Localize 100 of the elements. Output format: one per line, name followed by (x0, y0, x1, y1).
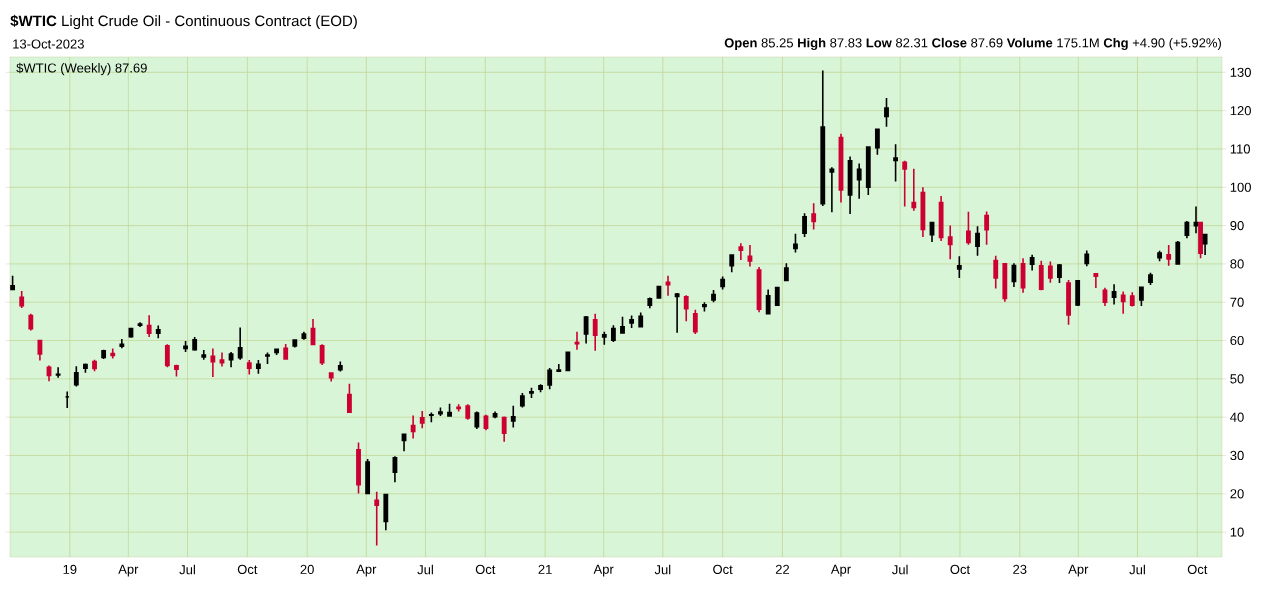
candlestick (529, 386, 534, 399)
x-tick-label: 21 (538, 564, 552, 574)
candlestick (183, 340, 188, 353)
candlestick (1198, 220, 1203, 259)
candlestick (246, 359, 252, 376)
candlestick (73, 365, 79, 388)
candlestick (783, 262, 789, 282)
y-tick-label: 110 (1230, 144, 1250, 154)
candlestick (1120, 290, 1126, 315)
x-tick-label: 20 (300, 564, 314, 574)
candlestick (83, 362, 88, 374)
candlestick (829, 166, 835, 213)
candlestick (419, 410, 425, 430)
candlestick (55, 366, 61, 379)
candlestick (966, 210, 971, 246)
candlestick (383, 493, 389, 531)
candlestick (28, 312, 34, 332)
candlestick (337, 360, 343, 373)
candlestick (146, 314, 152, 338)
x-tick-label: Oct (237, 564, 258, 574)
x-tick-label: Oct (1187, 564, 1208, 574)
candlestick (574, 330, 580, 351)
candlestick (911, 168, 917, 212)
x-tick-label: Apr (1068, 564, 1089, 577)
y-tick-label: 10 (1230, 527, 1244, 537)
candlestick (501, 415, 507, 443)
candlestick (601, 330, 607, 346)
candlestick (1075, 279, 1081, 307)
candlestick (10, 274, 16, 292)
candlestick (1029, 253, 1035, 272)
candlestick (210, 347, 216, 378)
candlestick (410, 414, 416, 440)
candlestick (1175, 240, 1181, 265)
x-tick-label: 22 (775, 564, 790, 574)
chart-title: $WTIC Light Crude Oil - Continuous Contract (EOD) (10, 14, 357, 30)
candlestick (119, 338, 125, 349)
candlestick (137, 321, 143, 328)
x-tick-label: Oct (475, 564, 496, 574)
candlestick (711, 289, 716, 304)
candlestick (1166, 244, 1172, 267)
chart-subtitle: 13-Oct-2023 (13, 39, 84, 49)
candlestick (474, 410, 480, 430)
candlestick (665, 274, 671, 297)
candlestick (92, 358, 97, 372)
y-tick-label: 80 (1230, 259, 1244, 269)
candlestick (610, 324, 616, 343)
candlestick (101, 348, 107, 360)
annotation: $WTIC (Weekly) 87.69 (16, 62, 147, 76)
candlestick (874, 128, 880, 156)
candlestick (884, 97, 889, 128)
candlestick (774, 286, 780, 307)
y-tick-label: 30 (1230, 450, 1244, 461)
candlestick (1047, 260, 1053, 284)
candlestick (856, 162, 862, 200)
x-tick-label: Jul (179, 564, 195, 575)
candlestick (301, 330, 307, 341)
candlestick (365, 458, 371, 495)
candlestick (401, 433, 407, 453)
candlestick (456, 403, 462, 413)
candlestick (510, 404, 516, 429)
x-tick-label: Apr (118, 564, 139, 577)
candlestick (428, 411, 434, 423)
candlestick (893, 143, 899, 183)
candlestick (374, 491, 380, 547)
x-tick-label: Apr (356, 564, 377, 577)
y-tick-label: 70 (1230, 297, 1244, 307)
candlestick (702, 301, 707, 313)
candlestick (1148, 271, 1153, 286)
candlestick (1193, 205, 1199, 235)
candlestick (1038, 260, 1044, 292)
candlestick (656, 284, 662, 300)
candlestick (592, 312, 598, 352)
candlestick (1129, 291, 1135, 308)
candlestick (729, 253, 735, 274)
x-tick-label: Jul (1129, 564, 1145, 575)
candlestick (938, 195, 944, 242)
candlestick (683, 294, 689, 323)
x-tick-label: Apr (593, 564, 614, 577)
candlestick (1202, 233, 1208, 256)
y-tick-label: 120 (1230, 106, 1251, 116)
candlestick (255, 359, 261, 375)
x-tick-label: 23 (1013, 564, 1027, 574)
candlestick (319, 343, 325, 366)
candlestick (811, 202, 817, 231)
y-tick-label: 50 (1230, 374, 1244, 384)
candlestick (1057, 263, 1062, 284)
x-tick-label: Jul (892, 564, 908, 575)
candlestick (993, 255, 999, 290)
candlestick (19, 290, 25, 309)
candlestick (538, 383, 543, 394)
candlestick (984, 210, 990, 246)
candlestick (201, 349, 207, 361)
candlestick (438, 406, 443, 417)
candlestick (1084, 249, 1090, 267)
x-tick-label: Jul (417, 564, 433, 575)
candlestick (356, 441, 361, 495)
candlestick (747, 244, 753, 268)
candlestick (465, 403, 471, 421)
candlestick (847, 155, 853, 215)
candlestick (37, 338, 43, 362)
